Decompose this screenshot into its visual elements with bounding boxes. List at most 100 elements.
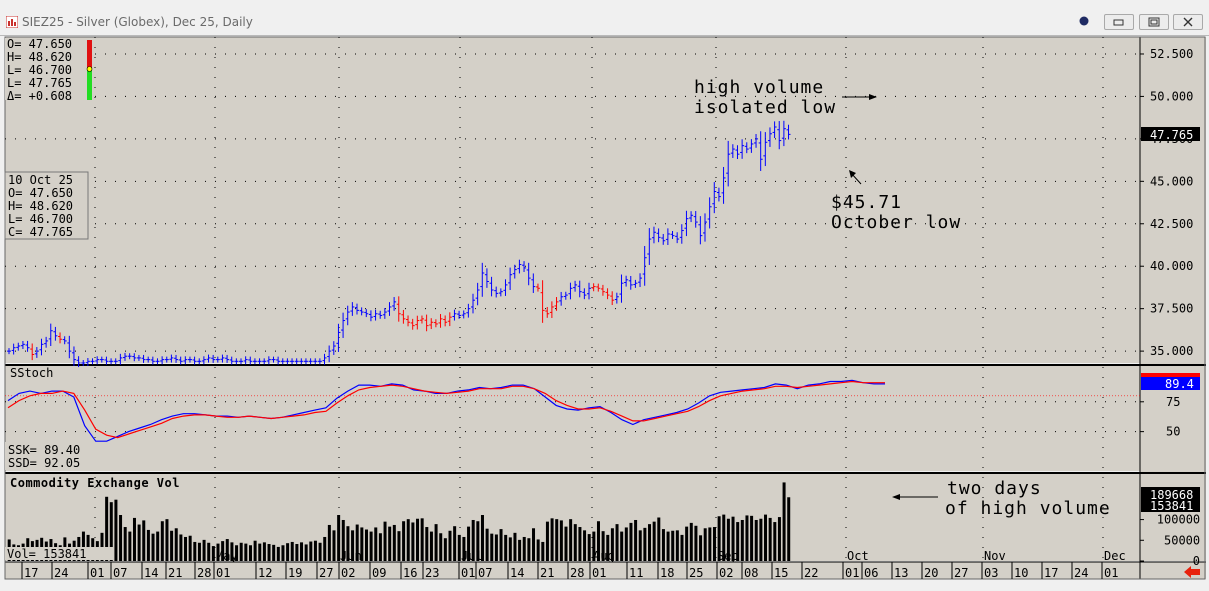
price-bar xyxy=(410,318,415,330)
price-bar xyxy=(225,354,230,363)
x-tick-label: 14 xyxy=(144,566,158,580)
volume-bar xyxy=(360,527,364,561)
volume-bar xyxy=(550,518,554,561)
volume-bar xyxy=(462,536,466,561)
volume-bar xyxy=(300,542,304,561)
price-bar xyxy=(30,343,35,361)
price-bar xyxy=(20,341,25,349)
maximize-button[interactable] xyxy=(1139,14,1169,30)
volume-bar xyxy=(532,528,536,561)
price-bar xyxy=(415,315,420,330)
price-bar xyxy=(220,354,225,363)
volume-bar xyxy=(471,519,475,561)
volume-bar xyxy=(555,519,559,561)
volume-bar xyxy=(276,546,280,561)
price-bar xyxy=(350,302,355,316)
price-bar xyxy=(146,356,151,363)
x-tick-label: 12 xyxy=(258,566,272,580)
price-bar xyxy=(457,310,462,319)
stoch-tick-label: 50 xyxy=(1166,425,1180,439)
price-bar xyxy=(582,288,587,300)
price-tick-label: 42.500 xyxy=(1150,217,1193,231)
scroll-left-arrow-icon[interactable] xyxy=(1183,565,1201,579)
volume-bar xyxy=(583,530,587,561)
price-bar xyxy=(104,356,109,365)
price-bar xyxy=(266,356,271,365)
minimize-button[interactable] xyxy=(1104,14,1134,30)
volume-bar xyxy=(230,542,234,561)
price-tick-label: 50.000 xyxy=(1150,89,1193,103)
volume-bar xyxy=(569,519,573,561)
price-bar xyxy=(503,279,508,296)
volume-bar xyxy=(541,541,545,561)
volume-bar xyxy=(448,530,452,561)
price-bar xyxy=(109,358,114,365)
volume-bar xyxy=(699,535,703,561)
price-bar xyxy=(754,134,759,148)
volume-bar xyxy=(327,524,331,561)
price-bar xyxy=(187,356,192,363)
price-bar xyxy=(201,356,206,365)
last-price-badge: 47.765 xyxy=(1141,127,1200,142)
price-bar xyxy=(512,264,517,279)
price-bar xyxy=(113,358,118,365)
price-bar xyxy=(262,358,267,365)
price-bar xyxy=(744,142,749,154)
price-bar xyxy=(545,306,550,318)
x-tick-label: 21 xyxy=(540,566,554,580)
x-tick-label: 01 xyxy=(845,566,859,580)
price-bar xyxy=(234,358,239,365)
price-bar xyxy=(373,309,378,321)
volume-bar xyxy=(722,514,726,561)
volume-bar xyxy=(378,533,382,561)
volume-bar xyxy=(239,542,243,561)
price-bar xyxy=(554,297,559,311)
x-tick-label: 16 xyxy=(403,566,417,580)
x-tick-label: 01 xyxy=(461,566,475,580)
volume-bar xyxy=(179,534,183,561)
volume-bar xyxy=(592,531,596,561)
volume-bar xyxy=(731,516,735,561)
link-dot-icon[interactable] xyxy=(1076,14,1092,30)
close-icon xyxy=(1183,17,1193,27)
price-bar xyxy=(651,226,656,244)
price-bar xyxy=(447,312,452,327)
month-label: Jul xyxy=(461,549,483,563)
price-bar xyxy=(257,358,262,365)
volume-bar xyxy=(615,524,619,561)
volume-bar xyxy=(309,541,313,561)
volume-bar xyxy=(146,529,150,561)
annotation-high-volume-line1: high volume xyxy=(694,77,824,98)
volume-bar xyxy=(620,531,624,561)
price-bar xyxy=(62,336,67,345)
x-tick-label: 10 xyxy=(1014,566,1028,580)
close-button[interactable] xyxy=(1173,14,1203,30)
volume-bar xyxy=(657,517,661,561)
price-bar xyxy=(285,358,290,365)
volume-bar xyxy=(787,497,791,561)
price-bar xyxy=(614,292,619,304)
stoch-panel xyxy=(5,366,1140,471)
volume-bars xyxy=(7,482,791,561)
x-tick-label: 07 xyxy=(113,566,127,580)
volume-bar xyxy=(137,524,141,561)
volume-bar xyxy=(304,544,308,561)
volume-bar xyxy=(504,534,508,561)
x-tick-label: 22 xyxy=(804,566,818,580)
volume-bar xyxy=(392,524,396,561)
volume-bar xyxy=(564,526,568,561)
volume-bar xyxy=(671,530,675,561)
price-bar xyxy=(508,267,513,290)
price-bar xyxy=(53,326,58,341)
volume-current: Vol= 153841 xyxy=(7,547,86,561)
price-bar xyxy=(132,353,137,362)
price-bar xyxy=(164,356,169,363)
price-bar xyxy=(763,132,768,167)
volume-bar xyxy=(443,538,447,561)
x-tick-label: 28 xyxy=(197,566,211,580)
price-bar xyxy=(271,356,276,363)
volume-bar xyxy=(661,529,665,561)
price-bar xyxy=(155,358,160,365)
volume-bar xyxy=(559,520,563,561)
